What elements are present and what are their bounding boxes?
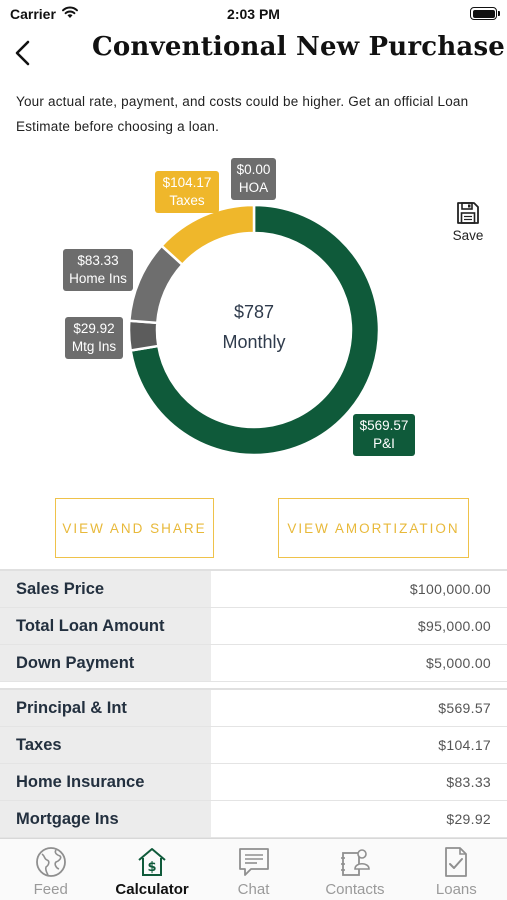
row-value: $29.92: [446, 811, 491, 827]
tab-calculator[interactable]: $ Calculator: [101, 839, 202, 900]
tab-contacts[interactable]: Contacts: [304, 839, 405, 900]
row-value: $104.17: [438, 737, 491, 753]
tab-loans[interactable]: Loans: [406, 839, 507, 900]
battery-icon: [470, 7, 500, 20]
table-row: Taxes $104.17: [0, 727, 507, 764]
tab-chat[interactable]: Chat: [203, 839, 304, 900]
view-amortization-button[interactable]: VIEW AMORTIZATION: [278, 498, 469, 558]
table-row: Principal & Int $569.57: [0, 690, 507, 727]
tab-label: Contacts: [325, 881, 385, 898]
save-button[interactable]: Save: [448, 200, 488, 250]
table-row: Sales Price $100,000.00: [0, 571, 507, 608]
save-label: Save: [452, 228, 484, 243]
contacts-icon: [340, 849, 370, 876]
tab-feed[interactable]: Feed: [0, 839, 101, 900]
chip-mtg-ins-label: Mtg Ins: [71, 339, 117, 354]
row-label: Taxes: [0, 727, 211, 763]
tab-label: Calculator: [115, 881, 189, 898]
payment-breakdown-table: Principal & Int $569.57 Taxes $104.17 Ho…: [0, 688, 507, 838]
row-label: Down Payment: [0, 645, 211, 681]
donut-slice-p-i: [129, 203, 381, 457]
page-title: Conventional New Purchase: [92, 32, 506, 62]
chip-mtg-ins: $29.92 Mtg Ins: [65, 317, 123, 359]
chip-taxes-value: $104.17: [162, 175, 212, 190]
row-value: $5,000.00: [426, 655, 491, 671]
tab-label: Loans: [435, 881, 477, 898]
chip-pi-value: $569.57: [359, 418, 409, 433]
table-row: Home Insurance $83.33: [0, 764, 507, 801]
tab-label: Feed: [33, 881, 68, 898]
row-label: Total Loan Amount: [0, 608, 211, 644]
chip-home-ins-value: $83.33: [77, 253, 119, 268]
chip-hoa: $0.00 HOA: [231, 158, 276, 200]
back-button[interactable]: [10, 36, 38, 70]
payment-donut-chart: [127, 203, 381, 457]
chip-taxes-label: Taxes: [169, 193, 205, 208]
disclaimer-text: Your actual rate, payment, and costs cou…: [16, 94, 469, 134]
row-value: $569.57: [438, 700, 491, 716]
tab-bar: Feed $ Calculator Chat Contacts: [0, 838, 507, 900]
chip-mtg-ins-value: $29.92: [73, 321, 115, 336]
table-row: Down Payment $5,000.00: [0, 645, 507, 682]
chat-bubble-icon: [238, 848, 269, 876]
carrier-label: Carrier: [10, 6, 56, 22]
row-value: $95,000.00: [417, 618, 491, 634]
floppy-disk-icon: [457, 202, 479, 224]
tab-label: Chat: [237, 881, 270, 898]
svg-text:$: $: [148, 860, 157, 875]
chip-pi: $569.57 P&I: [353, 414, 415, 456]
row-value: $100,000.00: [409, 581, 491, 597]
document-check-icon: [445, 847, 468, 877]
chip-pi-label: P&I: [373, 436, 395, 451]
row-label: Home Insurance: [0, 764, 211, 800]
clock: 2:03 PM: [227, 6, 280, 22]
status-bar: Carrier 2:03 PM: [0, 0, 507, 30]
table-row: Mortgage Ins $29.92: [0, 801, 507, 838]
wifi-icon: [62, 6, 78, 18]
globe-icon: [35, 847, 66, 877]
row-label: Mortgage Ins: [0, 801, 211, 837]
view-and-share-button[interactable]: VIEW AND SHARE: [55, 498, 214, 558]
chevron-left-icon: [15, 40, 30, 66]
row-label: Sales Price: [0, 571, 211, 607]
chip-hoa-label: HOA: [238, 180, 269, 195]
donut-slice-taxes: [159, 203, 256, 267]
chip-home-ins: $83.33 Home Ins: [63, 249, 133, 291]
row-value: $83.33: [446, 774, 491, 790]
chip-home-ins-label: Home Ins: [69, 271, 127, 286]
row-label: Principal & Int: [0, 690, 211, 726]
monthly-total-amount: $787: [233, 302, 275, 322]
table-row: Total Loan Amount $95,000.00: [0, 608, 507, 645]
chip-taxes: $104.17 Taxes: [155, 171, 219, 213]
chip-hoa-value: $0.00: [236, 162, 271, 177]
monthly-total-label: Monthly: [222, 332, 286, 352]
house-dollar-icon: $: [138, 848, 166, 876]
loan-summary-table: Sales Price $100,000.00 Total Loan Amoun…: [0, 569, 507, 682]
